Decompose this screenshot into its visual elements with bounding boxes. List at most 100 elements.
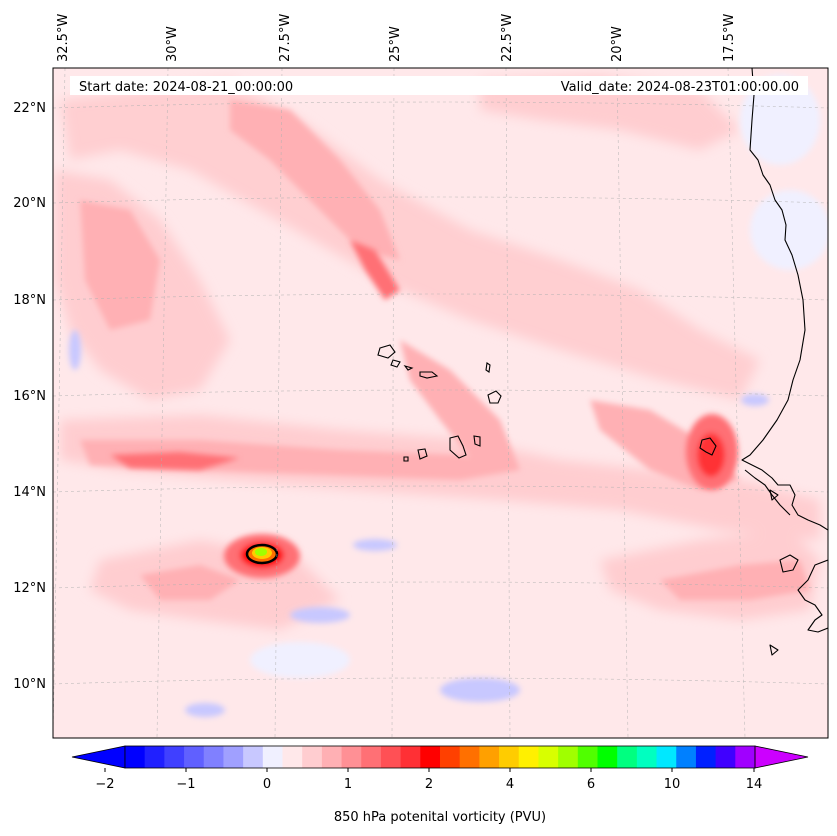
colorbar-segment-20 [518,746,539,768]
parallel-10n [53,677,828,685]
lat-label-16n: 16°N [13,389,46,404]
coastlines [699,68,828,656]
colorbar-segment-8 [282,746,303,768]
lat-label-18n: 18°N [13,293,46,308]
lat-label-20n: 20°N [13,196,46,211]
parallel-20n [53,196,828,204]
pv-negative-patch-northeast [740,75,820,165]
latitude-labels: 22°N 20°N 18°N 16°N 14°N 12°N 10°N [13,101,46,692]
pv-negative-patch-southwest-small [185,703,225,717]
dakar-peninsula [699,437,717,456]
pv-negative-patch-west [69,330,81,370]
lon-label-22-5w: 22.5°W [500,14,515,62]
valid-date-text: Valid_date: 2024-08-23T01:00:00.00 [561,80,799,95]
meridian-22-5w [505,68,511,738]
pv-streak-south [140,565,240,600]
cb-tick-label-6: 6 [587,777,595,792]
colorbar-segment-10 [321,746,343,768]
colorbar-segment-0 [125,746,146,768]
pv-core-central-band [110,452,240,470]
colorbar-segment-23 [577,746,598,768]
colorbar-segment-7 [262,746,283,768]
lat-label-14n: 14°N [13,485,46,500]
colorbar-segment-14 [400,746,421,768]
colorbar-segment-19 [499,746,520,768]
colorbar-segment-31 [735,746,756,768]
colorbar-segment-25 [617,746,638,768]
lon-label-27-5w: 27.5°W [278,14,293,62]
cb-tick-label-1: 1 [344,777,352,792]
africa-coastline-south [797,559,828,633]
start-date-text: Start date: 2024-08-21_00:00:00 [79,80,293,95]
pv-negative-patch-east-small [741,394,769,406]
lon-label-30w: 30°W [165,26,180,62]
meridian-20w [616,68,629,738]
colorbar-frame [124,745,756,769]
colorbar-segment-2 [164,746,185,768]
island-sao-nicolau [419,371,439,379]
parallel-22n [53,101,828,109]
colorbar-segment-26 [636,746,658,768]
cb-tick-label-4: 4 [506,777,514,792]
pv-streak-northwest [230,100,400,260]
lon-label-17-5w: 17.5°W [722,14,737,62]
pv-streak-west [80,200,160,330]
longitude-labels: 32.5°W 30°W 27.5°W 25°W 22.5°W 20°W 17.5… [56,14,737,62]
colorbar-segment-3 [184,746,205,768]
pv-core-northwest [350,240,400,300]
meridian-27-5w [274,68,283,738]
colorbar-segment-6 [243,746,264,768]
colorbar: −2 −1 0 1 2 4 6 10 14 850 hPa potenital … [71,745,809,825]
colorbar-segment-16 [440,746,461,768]
colorbar-segment-13 [380,746,402,768]
meridian-17-5w [727,68,746,738]
pv-negative-patch-southwest [250,642,350,678]
coast-island-small [769,644,779,656]
meridian-25w [391,68,395,738]
lat-label-22n: 22°N [13,101,46,116]
colorbar-segment-15 [420,746,441,768]
pv-vortex-core [245,543,279,565]
colorbar-label: 850 hPa potenital vorticity (PVU) [334,810,546,825]
colorbar-segment-5 [223,746,244,768]
colorbar-ticks [104,768,755,772]
pv-streak-central [80,440,520,480]
island-maio [473,435,481,447]
pv-streak-southeast [660,560,810,600]
gridlines [53,68,828,738]
parallel-18n [53,293,828,301]
pv-negative-patch-east [750,190,828,270]
lat-label-12n: 12°N [13,581,46,596]
map-panel: Start date: 2024-08-21_00:00:00 Valid_da… [53,68,828,738]
lat-label-10n: 10°N [13,677,46,692]
pv-vortex-center-green [255,548,267,556]
coast-inlet [779,554,799,573]
africa-coastline [741,68,828,531]
coast-segment-east [744,469,791,516]
colorbar-tick-labels: −2 −1 0 1 2 4 6 10 14 [95,777,762,792]
colorbar-segment-18 [479,746,500,768]
colorbar-max-extension [754,745,809,769]
cb-tick-label-0: 0 [263,777,271,792]
colorbar-segment-12 [361,746,382,768]
island-santo-antao [377,344,396,359]
island-santa-luzia [403,365,414,371]
island-sao-vicente [390,359,401,368]
island-boa-vista [487,390,502,404]
colorbar-segment-11 [341,746,362,768]
colorbar-segment-24 [597,746,618,768]
island-fogo [417,448,428,460]
meridian-32-5w [53,68,66,738]
cb-tick-label-14: 14 [746,777,763,792]
colorbar-segment-21 [538,746,559,768]
island-santiago [449,435,467,459]
colorbar-segment-28 [676,746,697,768]
lon-label-25w: 25°W [388,26,403,62]
cb-tick-label-2: 2 [425,777,433,792]
pv-negative-patch-south [440,678,520,702]
colorbar-min-extension [71,745,126,769]
colorbar-segment-1 [144,746,165,768]
meridian-30w [156,68,169,738]
pv-negative-patch-central [353,539,397,551]
